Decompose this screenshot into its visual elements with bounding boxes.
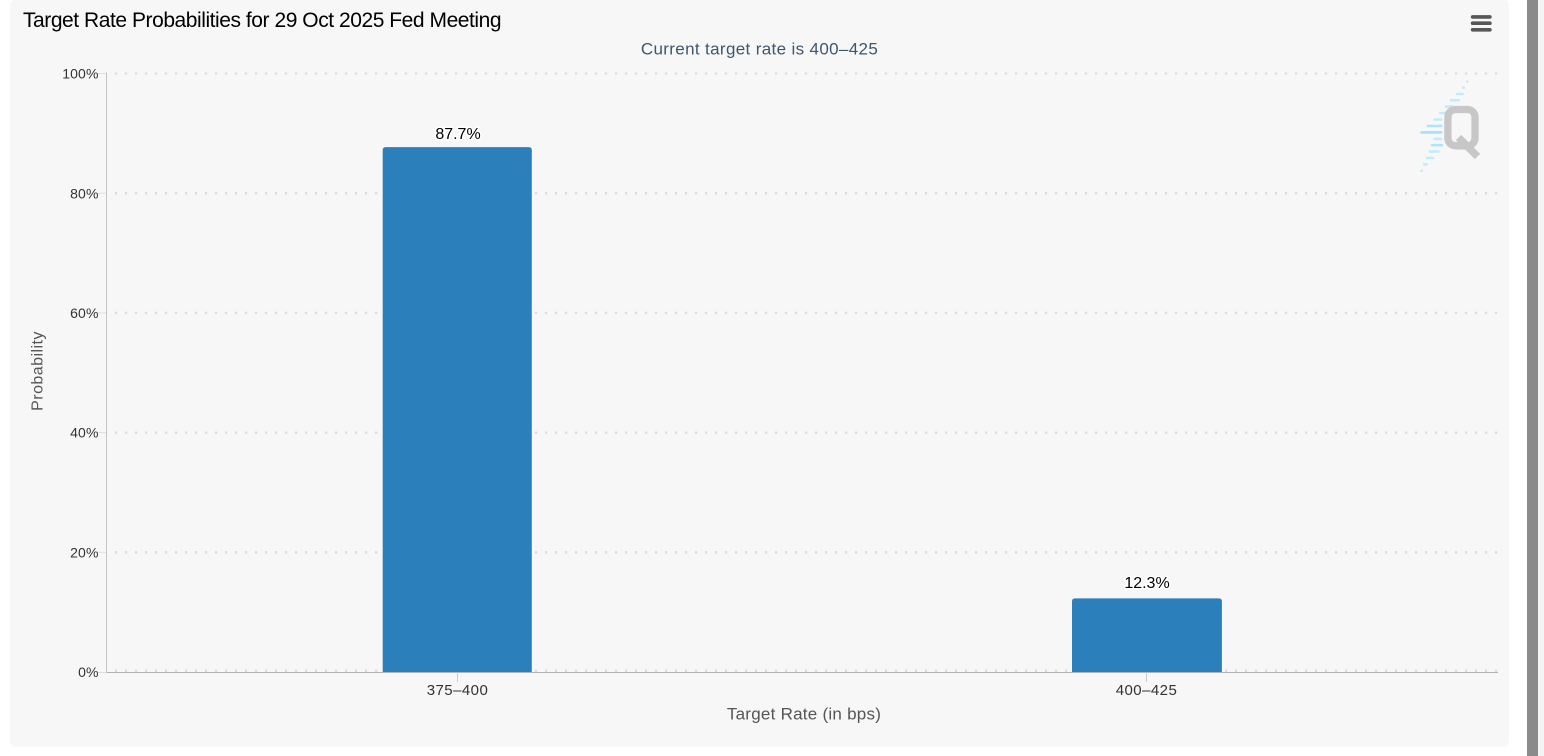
svg-text:87.7%: 87.7%: [435, 126, 480, 143]
svg-text:Probability: Probability: [30, 331, 47, 411]
svg-text:100%: 100%: [62, 66, 98, 82]
svg-text:12.3%: 12.3%: [1124, 575, 1169, 592]
svg-text:80%: 80%: [70, 185, 98, 201]
svg-text:0%: 0%: [78, 664, 98, 680]
svg-text:Target Rate (in bps): Target Rate (in bps): [727, 705, 881, 724]
svg-text:400–425: 400–425: [1116, 682, 1178, 699]
svg-text:40%: 40%: [70, 425, 98, 441]
svg-text:Current target rate is 400–425: Current target rate is 400–425: [641, 40, 878, 59]
svg-text:60%: 60%: [70, 305, 98, 321]
svg-text:Target Rate Probabilities for: Target Rate Probabilities for 29 Oct 202…: [23, 9, 501, 32]
svg-text:20%: 20%: [70, 544, 98, 560]
svg-text:375–400: 375–400: [427, 682, 489, 699]
